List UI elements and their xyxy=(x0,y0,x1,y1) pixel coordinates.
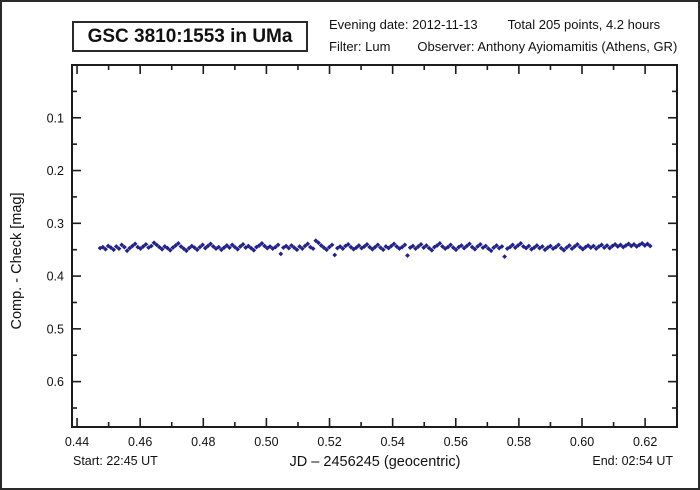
svg-text:0.58: 0.58 xyxy=(507,435,531,449)
svg-text:0.48: 0.48 xyxy=(191,435,215,449)
header-line-1: Evening date: 2012-11-13 Total 205 points… xyxy=(329,17,660,32)
svg-text:0.4: 0.4 xyxy=(47,270,64,284)
header-line-2: Filter: Lum Observer: Anthony Ayiomamitis… xyxy=(329,39,677,54)
svg-text:0.6: 0.6 xyxy=(47,375,64,389)
total-points-text: Total 205 points, 4.2 hours xyxy=(507,17,661,32)
start-time-label: Start: 22:45 UT xyxy=(73,454,158,468)
target-title: GSC 3810:1553 in UMa xyxy=(87,25,293,47)
svg-text:0.46: 0.46 xyxy=(128,435,152,449)
svg-text:0.2: 0.2 xyxy=(47,164,64,178)
svg-text:0.5: 0.5 xyxy=(47,322,64,336)
svg-text:0.44: 0.44 xyxy=(65,435,89,449)
svg-text:0.1: 0.1 xyxy=(47,111,64,125)
svg-text:0.62: 0.62 xyxy=(633,435,657,449)
filter-text: Filter: Lum xyxy=(329,39,391,54)
observer-text: Observer: Anthony Ayiomamitis (Athens, G… xyxy=(417,39,678,54)
svg-text:0.54: 0.54 xyxy=(380,435,404,449)
svg-text:0.52: 0.52 xyxy=(317,435,341,449)
svg-text:0.50: 0.50 xyxy=(254,435,278,449)
target-title-box: GSC 3810:1553 in UMa xyxy=(72,21,308,52)
x-axis-label: JD – 2456245 (geocentric) xyxy=(289,454,461,470)
evening-date-text: Evening date: 2012-11-13 xyxy=(329,17,478,32)
svg-text:0.60: 0.60 xyxy=(570,435,594,449)
end-time-label: End: 02:54 UT xyxy=(592,454,673,468)
svg-text:0.56: 0.56 xyxy=(444,435,468,449)
svg-text:0.3: 0.3 xyxy=(47,217,64,231)
